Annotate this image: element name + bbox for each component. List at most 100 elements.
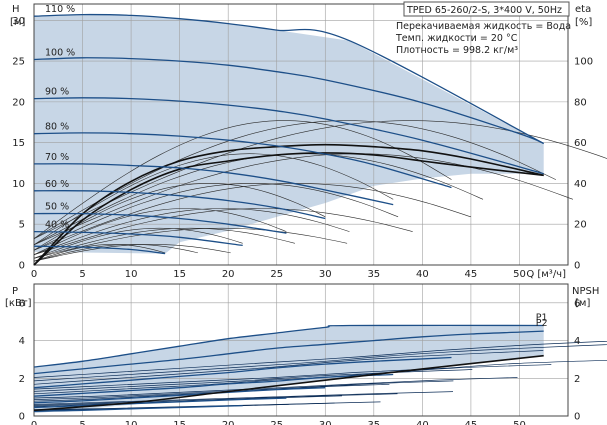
x-tick-label: 50 (513, 420, 526, 425)
x-tick-label: 40 (416, 269, 429, 280)
head-curve-5 (33, 163, 394, 206)
y2-tick-label: 40 (574, 179, 587, 190)
iso-line (33, 227, 295, 259)
y2-tick-label: 80 (574, 97, 587, 108)
y2-axis-unit: [м] (575, 298, 590, 309)
head-plot: 110 % 100 % 90 % 80 % 70 % 60 % 50 % 40 % 0 5 10 15… (10, 3, 607, 280)
iso-line (33, 120, 452, 239)
head-curve-4 (33, 132, 452, 189)
iso-line (33, 183, 326, 251)
x-tick-label: 10 (125, 269, 138, 280)
x-tick-label: 50 (513, 269, 526, 280)
y2-axis-label: eta (575, 4, 591, 15)
x-tick-label: 35 (367, 420, 380, 425)
y-tick-label: 2 (19, 374, 25, 385)
y2-tick-label: 20 (574, 220, 587, 231)
iso-line (33, 208, 350, 255)
iso-line (33, 244, 198, 262)
power-curve-2 (33, 330, 544, 375)
iso-line (33, 227, 243, 259)
x-tick-label: 10 (125, 420, 138, 425)
x-tick-label: 20 (222, 420, 235, 425)
series-label-p2: P2 (536, 318, 548, 329)
iso-line (33, 120, 557, 239)
info-box: TPED 65-260/2-S, 3*400 V, 50Hz Перекачив… (395, 1, 571, 56)
y-axis-unit: [кВт] (5, 298, 32, 309)
x-tick-label: 45 (465, 269, 478, 280)
power-fan-line (33, 393, 398, 406)
y2-axis-unit: [%] (575, 17, 592, 28)
series-label-p1: P1 (536, 312, 548, 323)
x-tick-label: 15 (173, 420, 186, 425)
x-tick-label: 30 (319, 420, 332, 425)
x-tick-label: 0 (31, 269, 37, 280)
head-frame (33, 3, 569, 266)
power-fan-line (33, 340, 607, 378)
y-tick-label: 0 (19, 261, 25, 272)
x-tick-label: 30 (319, 269, 332, 280)
x-tick-label: 20 (222, 269, 235, 280)
power-curve-6 (33, 397, 287, 409)
y-tick-label: 30 (12, 16, 25, 27)
y-axis-label: P (12, 286, 18, 297)
x-tick-label: 25 (270, 269, 283, 280)
power-fan-line (33, 401, 381, 410)
iso-line (33, 183, 399, 251)
y-tick-label: 15 (12, 138, 25, 149)
power-fan-line (33, 391, 454, 405)
iso-line (33, 227, 348, 259)
x-tick-label: 40 (416, 420, 429, 425)
power-plot: P1P20510152025303540455002460246P[кВт]NP… (5, 283, 607, 425)
head-curve-1 (33, 13, 545, 145)
power-curve-5 (33, 387, 326, 404)
y2-tick-label: 100 (574, 57, 593, 68)
iso-line (33, 244, 231, 262)
power-curve-3 (33, 356, 452, 389)
curve-label: 80 % (45, 122, 69, 133)
x-tick-label: 15 (173, 269, 186, 280)
x-tick-label: 0 (31, 420, 37, 425)
iso-efficiency-lines (33, 120, 607, 262)
iso-line (33, 244, 166, 262)
y-axis-label: H (12, 4, 20, 15)
power-fan-line (33, 344, 607, 382)
iso-line (33, 183, 471, 251)
efficiency-curve-2 (33, 152, 544, 266)
power-fan-line (33, 350, 544, 385)
y-tick-label: 10 (12, 179, 25, 190)
curve-label: 90 % (45, 87, 69, 98)
y2-tick-label: 4 (574, 336, 580, 347)
model-box (403, 1, 570, 17)
iso-line (33, 120, 607, 239)
head-curve-8 (33, 230, 243, 247)
y-tick-label: 4 (19, 336, 25, 347)
y2-tick-label: 0 (574, 412, 580, 423)
y-tick-label: 25 (12, 57, 25, 68)
power-envelope (34, 325, 544, 414)
curve-label: 70 % (45, 152, 69, 163)
x-axis-label: Q [м³/ч] (526, 269, 566, 280)
power-curve-1 (33, 324, 544, 368)
x-tick-label: 25 (270, 420, 283, 425)
y-axis-unit: [м] (10, 17, 25, 28)
power-curve-4 (33, 373, 394, 397)
y-tick-label: 5 (19, 220, 25, 231)
curve-label: 110 % (45, 4, 75, 15)
x-tick-label: 5 (79, 420, 85, 425)
iso-line (33, 208, 287, 255)
power-fan-line (33, 364, 552, 392)
iso-line (33, 208, 413, 255)
head-curve-6 (33, 190, 326, 220)
curve-label: 50 % (45, 202, 69, 213)
head-curve-2 (33, 57, 544, 145)
curve-label: 60 % (45, 179, 69, 190)
y2-tick-label: 0 (574, 261, 580, 272)
y2-tick-label: 2 (574, 374, 580, 385)
x-tick-label: 45 (465, 420, 478, 425)
power-curve-7 (33, 404, 243, 412)
head-curve-9 (33, 245, 166, 255)
y-tick-label: 20 (12, 97, 25, 108)
power-fan-line (33, 377, 518, 399)
model-title: TPED 65-260/2-S, 3*400 V, 50Hz (406, 5, 562, 16)
